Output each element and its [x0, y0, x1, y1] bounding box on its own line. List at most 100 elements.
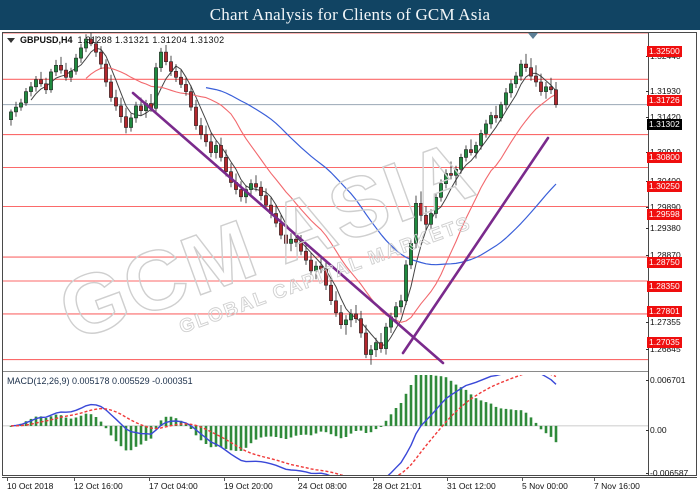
macd-histogram-bar — [379, 425, 383, 427]
candle-body — [214, 145, 218, 153]
candlestick — [84, 34, 88, 53]
macd-histogram-bar — [254, 425, 258, 440]
macd-histogram-bar — [279, 425, 283, 439]
descending-trendline[interactable] — [131, 91, 445, 365]
chart-frame[interactable]: GCM ASIA GLOBAL CAPITAL MARKETS GBPUSD,H… — [2, 32, 697, 476]
macd-histogram-bar — [469, 394, 473, 426]
ascending-trendline[interactable] — [401, 136, 550, 355]
macd-histogram-bar — [454, 384, 458, 426]
macd-histogram-bar — [104, 425, 108, 429]
candlestick — [359, 310, 363, 338]
candlestick — [264, 188, 268, 210]
macd-histogram-bar — [239, 425, 243, 451]
candle-body — [64, 69, 68, 78]
candlestick — [104, 59, 108, 87]
candlestick — [89, 33, 93, 47]
price-axis-tick: 1.31420 — [646, 112, 681, 122]
candlestick — [229, 163, 233, 188]
candlestick — [64, 62, 68, 81]
macd-histogram-bar — [164, 416, 168, 426]
macd-histogram-bar — [309, 425, 313, 436]
candle-body — [489, 115, 493, 125]
candle-body — [404, 264, 408, 302]
candle-body — [319, 265, 323, 270]
candle-body — [454, 169, 458, 176]
candlestick — [304, 243, 308, 265]
candle-body — [29, 86, 33, 92]
price-level-tag[interactable]: 1.28350 — [647, 281, 682, 292]
time-axis[interactable]: 10 Oct 2018 12 Oct 16:00 17 Oct 04:00 19 Oc… — [2, 478, 697, 498]
candlestick — [189, 85, 193, 111]
candle-body — [224, 157, 228, 172]
macd-axis-tick: -0.006587 — [646, 468, 688, 478]
price-level-tag[interactable]: 1.28750 — [647, 257, 682, 268]
candle-body — [394, 306, 398, 318]
price-level-tag[interactable]: 1.29598 — [647, 209, 682, 220]
time-axis-tick-label: 5 Nov 00:00 — [522, 481, 568, 491]
macd-histogram-bar — [514, 410, 518, 426]
current-price-tag[interactable]: 1.31302 — [647, 119, 682, 130]
time-axis-tick-label: 17 Oct 04:00 — [149, 481, 198, 491]
candle-body — [479, 133, 483, 146]
macd-histogram-bar — [459, 387, 463, 426]
candlestick — [294, 230, 298, 247]
price-axis-tick-label: 1.29890 — [650, 202, 681, 212]
candle-body — [429, 213, 433, 225]
candle-body — [484, 123, 488, 134]
candle-body — [329, 284, 333, 301]
candle-body — [469, 149, 473, 153]
candlestick — [369, 345, 373, 365]
price-axis-tick-label: 1.26845 — [650, 344, 681, 354]
candlestick — [169, 55, 173, 76]
candlestick — [239, 181, 243, 202]
candle-body — [419, 203, 423, 216]
candlestick — [469, 139, 473, 156]
macd-histogram-bar — [89, 414, 93, 426]
macd-histogram-bar — [249, 425, 253, 444]
price-level-tag[interactable]: 1.31726 — [647, 95, 682, 106]
candle-body — [204, 134, 208, 143]
price-level-tag[interactable]: 1.30250 — [647, 181, 682, 192]
price-level-tag[interactable]: 1.27035 — [647, 337, 682, 348]
price-level-tag[interactable]: 1.30800 — [647, 152, 682, 163]
macd-histogram-bar — [154, 425, 158, 430]
price-level-tag[interactable]: 1.27801 — [647, 306, 682, 317]
macd-histogram-bar — [539, 425, 543, 430]
candle-body — [464, 149, 468, 158]
macd-histogram-bar — [519, 410, 523, 426]
macd-histogram-bar — [474, 398, 478, 426]
moving-average-blue — [205, 87, 557, 266]
macd-histogram-bar — [29, 418, 33, 426]
candlestick — [339, 305, 343, 329]
price-axis[interactable]: 1.324401.319301.314201.309101.304001.298… — [646, 0, 694, 478]
candle-body — [199, 125, 203, 135]
candle-body — [264, 195, 268, 206]
candle-body — [504, 92, 508, 106]
candle-body — [529, 67, 533, 77]
macd-pane[interactable] — [3, 375, 648, 475]
chart-scroll-marker-icon[interactable] — [528, 33, 538, 39]
price-pane[interactable] — [3, 33, 648, 371]
macd-axis-tick: 0.00 — [646, 425, 667, 435]
chevron-down-icon[interactable] — [7, 37, 15, 43]
time-axis-tick-mark — [447, 478, 448, 481]
ohlc-values: 1.31288 1.31321 1.31204 1.31302 — [77, 35, 225, 45]
macd-histogram-bar — [369, 425, 373, 433]
candle-body — [109, 81, 113, 98]
macd-histogram-bar — [414, 375, 418, 426]
ohlc-header[interactable]: GBPUSD,H4 1.31288 1.31321 1.31204 1.3130… — [7, 35, 224, 45]
candle-body — [279, 222, 283, 236]
macd-histogram-bar — [374, 425, 378, 430]
candle-body — [539, 81, 543, 92]
price-level-tag[interactable]: 1.32500 — [647, 46, 682, 57]
candle-body — [209, 141, 213, 153]
time-axis-tick-mark — [298, 478, 299, 481]
candle-body — [239, 189, 243, 198]
time-axis-tick-label: 24 Oct 08:00 — [298, 481, 347, 491]
moving-average-red — [85, 67, 557, 323]
candlestick — [44, 77, 48, 94]
tick-mark-icon — [646, 430, 649, 432]
candlestick — [94, 36, 98, 57]
macd-histogram-bar — [499, 408, 503, 426]
candle-body — [379, 342, 383, 349]
